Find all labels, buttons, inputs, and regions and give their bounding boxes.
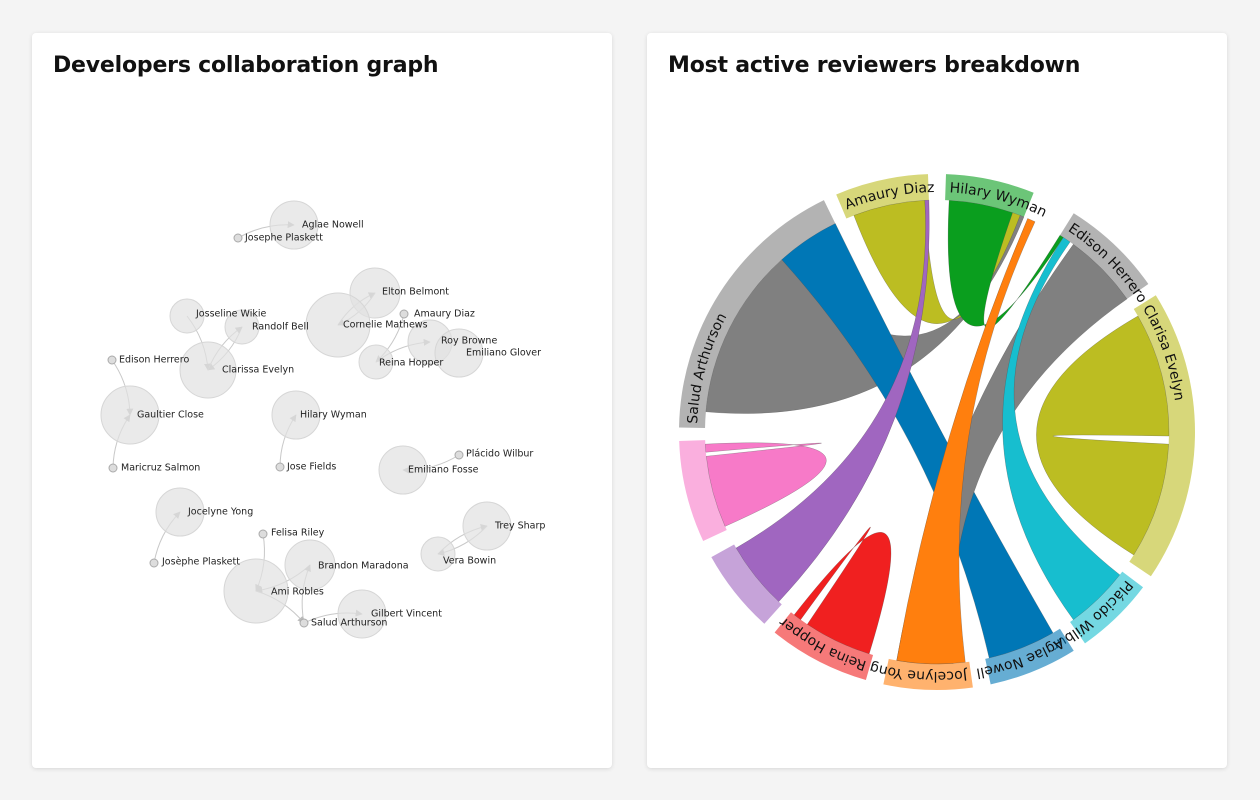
ribbon — [947, 200, 1064, 329]
node-label: Aglae Nowell — [302, 220, 364, 231]
node — [271, 390, 321, 440]
node — [299, 618, 309, 628]
group-arc — [774, 612, 874, 681]
node — [378, 445, 428, 495]
node-label: Emiliano Fosse — [408, 465, 479, 476]
node-label: Jose Fields — [286, 462, 336, 473]
ribbon — [1002, 237, 1121, 620]
node-label: Salud Arthurson — [311, 618, 387, 629]
card-title: Most active reviewers breakdown — [668, 53, 1081, 78]
node — [179, 341, 237, 399]
group-arc — [679, 440, 727, 542]
node — [169, 298, 205, 334]
node-label: Gilbert Vincent — [371, 609, 442, 620]
node-label: Felisa Riley — [271, 528, 325, 539]
node-label: Gaultier Close — [137, 410, 204, 421]
group-arc — [836, 174, 929, 219]
node-label: Edison Herrero — [119, 355, 189, 366]
node-label: Clarissa Evelyn — [222, 365, 294, 376]
node-labels: Aglae Nowell Josephe Plaskett Elton Belmon… — [119, 220, 545, 629]
node-label: Vera Bowin — [443, 556, 496, 567]
node-label: Emiliano Glover — [466, 348, 541, 359]
node — [223, 558, 289, 624]
group-arc — [1129, 295, 1195, 577]
group-arc — [1070, 571, 1144, 644]
ribbon — [896, 218, 1036, 665]
node — [399, 309, 409, 319]
node-label: Elton Belmont — [382, 287, 449, 298]
group-arc — [1059, 213, 1149, 299]
node — [224, 309, 260, 345]
node — [149, 558, 159, 568]
ribbon — [705, 442, 827, 527]
node — [269, 200, 319, 250]
ribbon — [793, 526, 892, 655]
node — [454, 450, 464, 460]
ribbon — [1036, 315, 1170, 556]
node-label: Jocelyne Yong — [187, 507, 253, 518]
ribbons — [705, 199, 1170, 665]
node — [434, 328, 484, 378]
card-title: Developers collaboration graph — [53, 53, 439, 78]
group-arc — [711, 544, 782, 624]
node — [462, 501, 512, 551]
node-label: Maricruz Salmon — [121, 463, 200, 474]
ribbon — [781, 223, 1054, 659]
node — [337, 589, 387, 639]
node — [100, 385, 160, 445]
node-label: Josèphe Plaskett — [161, 557, 240, 568]
group-arc — [945, 174, 1034, 217]
group-arc — [679, 200, 836, 428]
node-label: Trey Sharp — [494, 521, 545, 532]
nodes — [100, 200, 512, 639]
node — [284, 539, 336, 591]
ribbon — [735, 199, 930, 602]
node — [107, 355, 117, 365]
node-label: Cornelie Mathews — [343, 320, 428, 331]
node — [275, 462, 285, 472]
group-arc — [985, 628, 1074, 685]
node — [233, 233, 243, 243]
node — [358, 344, 394, 380]
node — [258, 529, 268, 539]
node-label: Brandon Maradona — [318, 561, 409, 572]
node-label: Josephe Plaskett — [244, 233, 323, 244]
node-label: Josseline Wikie — [195, 309, 266, 320]
node-label: Randolf Bell — [252, 322, 309, 333]
node-label: Roy Browne — [441, 336, 497, 347]
node — [305, 292, 371, 358]
node-label: Reina Hopper — [379, 358, 443, 369]
node — [108, 463, 118, 473]
node — [155, 487, 205, 537]
node-label: Hilary Wyman — [300, 410, 367, 421]
node — [420, 536, 456, 572]
node-label: Amaury Diaz — [414, 309, 475, 320]
node-label: Ami Robles — [271, 587, 324, 598]
node-label: Plácido Wilbur — [466, 449, 533, 460]
group-arc — [883, 658, 973, 691]
